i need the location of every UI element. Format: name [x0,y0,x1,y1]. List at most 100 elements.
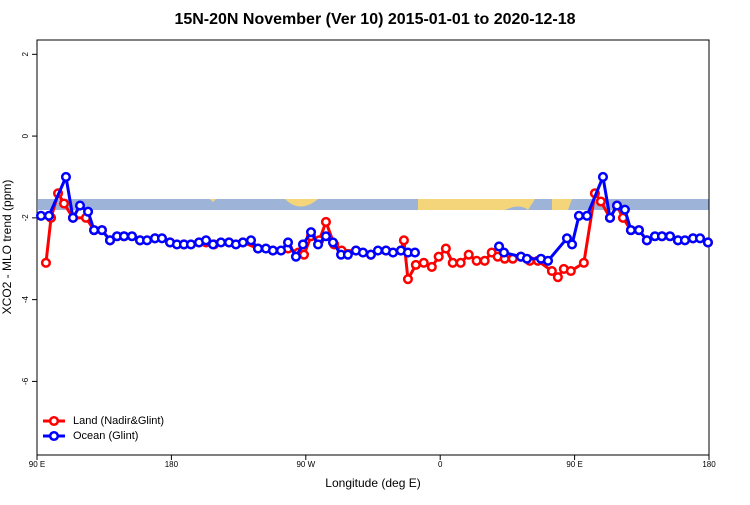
point [567,239,578,250]
point [578,257,589,268]
point [208,239,219,250]
point [126,231,138,242]
point [440,243,451,254]
map-strip [38,199,709,210]
point [58,198,70,209]
point [357,247,369,258]
x-axis-label: Longitude (deg E) [325,476,420,490]
point [365,249,376,260]
point [493,241,505,252]
point [479,255,490,266]
point [619,204,630,215]
point [410,259,421,270]
series [35,171,714,266]
point [35,210,47,221]
point [372,245,383,256]
y-tick-label: 0 [21,133,30,138]
map-ocean [38,199,709,210]
point [641,235,652,246]
point [471,255,482,266]
point [633,225,645,236]
point [595,196,606,207]
legend-marker [48,430,60,442]
point [542,255,554,266]
point [694,233,706,244]
point [119,231,130,242]
point [561,233,573,244]
point [433,251,444,262]
point [565,265,576,277]
point [498,247,510,258]
point [409,247,421,258]
point [83,206,94,217]
point [455,257,466,268]
point [43,210,54,221]
x-tick-label: 0 [438,460,443,469]
point [418,257,429,268]
point [398,235,409,246]
point [215,237,227,248]
point [104,235,116,246]
point [252,243,264,254]
x-tick-label: 90 E [29,460,45,469]
point [664,231,676,242]
point [275,245,287,256]
point [96,225,108,236]
point [387,247,399,258]
legend-marker [48,415,60,427]
x-tick-label: 90 W [296,460,315,469]
y-tick-label: -6 [21,377,30,385]
point [597,171,609,183]
point [200,235,212,246]
point [702,237,714,248]
legend-label: Land (Nadir&Glint) [73,415,164,427]
point [611,200,623,211]
point [298,249,310,260]
point [581,210,593,221]
point [185,239,197,250]
y-axis-label: XCO2 - MLO trend (ppm) [0,180,14,315]
point [74,200,86,211]
y-tick-label: 2 [21,52,30,57]
point [67,212,79,223]
y-tick-label: -4 [21,296,30,304]
point [142,235,153,246]
point [656,231,668,242]
map-land [210,199,572,210]
point [426,261,437,272]
point [604,212,616,223]
point [679,235,691,246]
legend: Land (Nadir&Glint) Ocean (Glint) [43,415,164,442]
point [342,249,353,260]
point [60,171,72,183]
legend-label: Ocean (Glint) [73,430,138,442]
point [521,253,533,264]
point [327,237,339,248]
chart-title: 15N-20N November (Ver 10) 2015-01-01 to … [174,11,575,28]
point [312,239,324,250]
point [237,237,248,248]
point [625,225,636,236]
point [447,257,458,268]
x-tick-label: 180 [165,460,179,469]
y-tick-label: -2 [21,214,30,222]
point [320,231,332,242]
point [552,272,563,283]
point [267,245,278,256]
point [40,257,52,268]
point [282,237,294,248]
point [402,274,413,285]
point [546,265,557,277]
x-tick-label: 180 [702,460,716,469]
point [88,225,100,236]
point [156,233,168,244]
point [463,249,474,260]
x-tick-label: 90 E [566,460,582,469]
point [297,239,309,250]
point [290,251,301,262]
point [245,235,257,246]
point [305,227,317,238]
plot-frame [36,39,710,456]
point [320,216,332,227]
